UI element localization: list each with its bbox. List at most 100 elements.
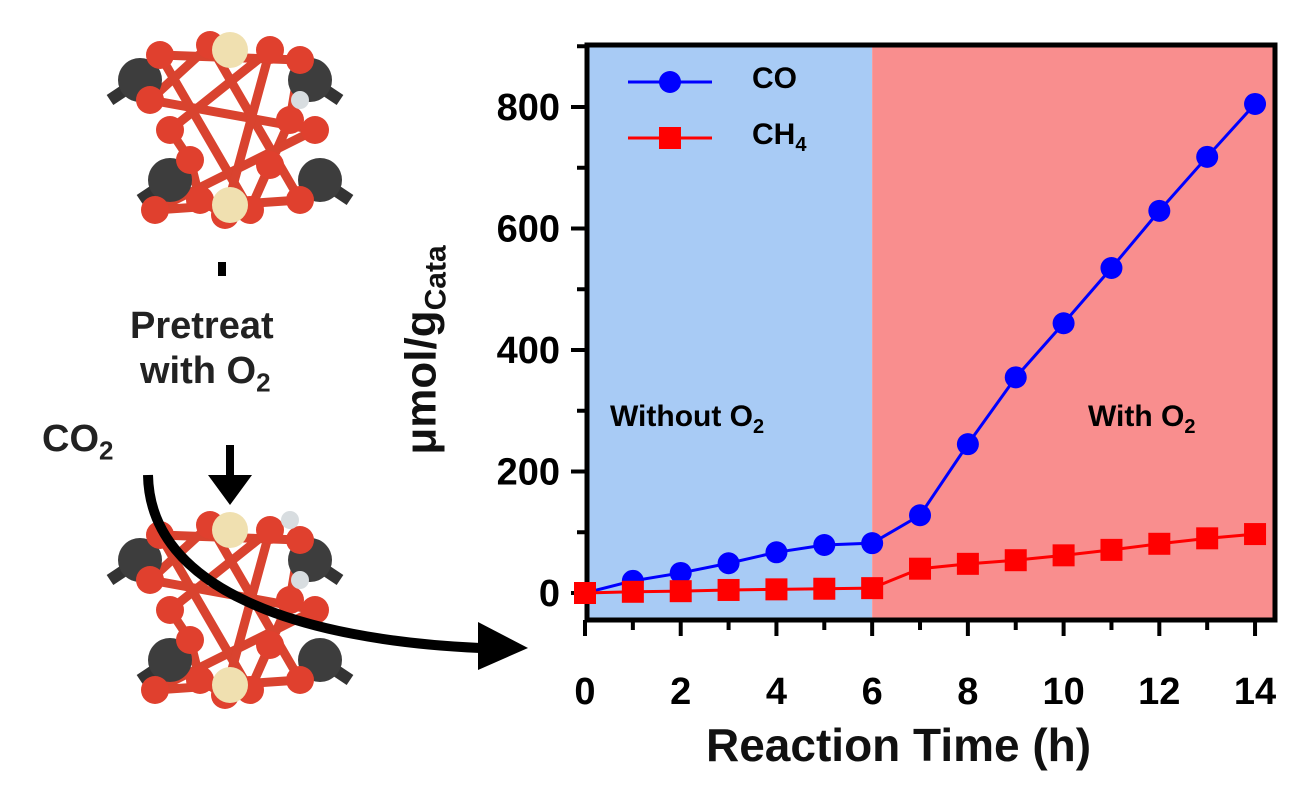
data-point [1196,527,1219,550]
y-tick-label: 400 [497,330,560,372]
pretreat-label-2: with O2 [140,350,271,399]
data-point [1244,523,1267,546]
reactant-text: CO [42,418,99,460]
plot-frame [584,42,1278,623]
data-point [861,532,884,555]
silicon-atom [212,187,248,223]
hydrogen-atom [291,91,309,109]
oxygen-atom [186,666,214,694]
hydrogen-atom [291,571,309,589]
oxygen-atom [256,151,284,179]
data-point [1052,544,1075,567]
legend-co: CO [752,62,797,96]
y-label-sub: Cata [419,245,453,311]
x-tick-label: 14 [1234,671,1276,713]
y-label-text: μmol/g [396,310,446,455]
y-axis-label: μmol/gCata [397,245,454,454]
x-tick-label: 6 [862,671,883,713]
oxygen-atom [256,631,284,659]
legend-ch4: CH4 [752,118,806,157]
region-sub: 2 [1184,416,1196,438]
y-tick-label: 800 [497,87,560,129]
oxygen-atom [136,86,164,114]
legend-text: CH [752,118,796,151]
data-point [574,582,596,604]
region-text: With O [1088,400,1185,433]
data-point [1100,538,1123,561]
x-axis-label: Reaction Time (h) [706,719,1092,771]
region-band [587,45,873,620]
pretreat-label-1: Pretreat [130,305,274,347]
y-tick-label: 200 [497,452,560,494]
data-point [909,557,932,580]
data-point [1196,145,1219,168]
oxygen-atom [156,596,184,624]
region-text: Without O [610,400,754,433]
curved-arrow-icon [143,474,481,653]
oxygen-atom [286,46,314,74]
legend-sub: 4 [795,134,807,156]
legend-text: CO [752,62,797,95]
oxygen-atom [176,626,204,654]
oxygen-atom [176,146,204,174]
oxygen-atom [146,41,174,69]
legend-marker [659,71,681,93]
oxygen-atom [186,186,214,214]
hydrogen-atom [281,511,299,529]
oxygen-atom [276,586,304,614]
data-point [956,433,979,456]
region-label-with: With O2 [1088,400,1196,439]
oxygen-atom [156,116,184,144]
data-point [1148,199,1171,222]
oxygen-atom [256,516,284,544]
y-tick-label: 0 [539,573,560,615]
legend-marker [659,127,681,149]
curved-arrow-head-icon [478,622,528,670]
region-band [872,45,1275,620]
oxygen-atom [276,106,304,134]
x-tick-label: 12 [1138,671,1180,713]
x-tick-label: 0 [574,671,595,713]
data-point [956,552,979,575]
oxygen-atom [286,666,314,694]
data-point [669,580,692,603]
data-point [1148,532,1171,555]
data-point [813,534,836,557]
data-point [765,578,788,601]
region-sub: 2 [753,416,765,438]
data-point [717,578,740,601]
oxygen-atom [286,526,314,554]
oxygen-atom [301,596,329,624]
x-tick-label: 2 [670,671,691,713]
data-point [669,561,692,584]
oxygen-atom [301,116,329,144]
bond [167,526,273,614]
down-arrow-head-icon [208,475,252,505]
region-label-without: Without O2 [610,400,764,439]
data-point [717,552,740,575]
arrow-stem-icon [218,262,226,276]
reactant-sub: 2 [99,435,114,466]
data-point [765,541,788,564]
x-tick-label: 8 [957,671,978,713]
data-point [1004,549,1027,572]
pretreat-text: with O [140,350,257,392]
oxygen-atom [136,566,164,594]
data-point [621,580,644,603]
silicon-atom [212,512,248,548]
data-point [813,577,836,600]
x-tick-label: 4 [766,671,787,713]
silicon-atom [212,667,248,703]
data-point [1100,256,1123,279]
bond [206,42,304,203]
oxygen-atom [286,186,314,214]
pretreat-sub: 2 [256,367,271,398]
data-point [861,577,884,600]
y-tick-label: 600 [497,209,560,251]
reactant-label: CO2 [42,418,113,467]
bond [167,46,273,134]
silicon-atom [212,32,248,68]
molecule-pretreated [106,31,354,229]
x-tick-label: 10 [1042,671,1084,713]
